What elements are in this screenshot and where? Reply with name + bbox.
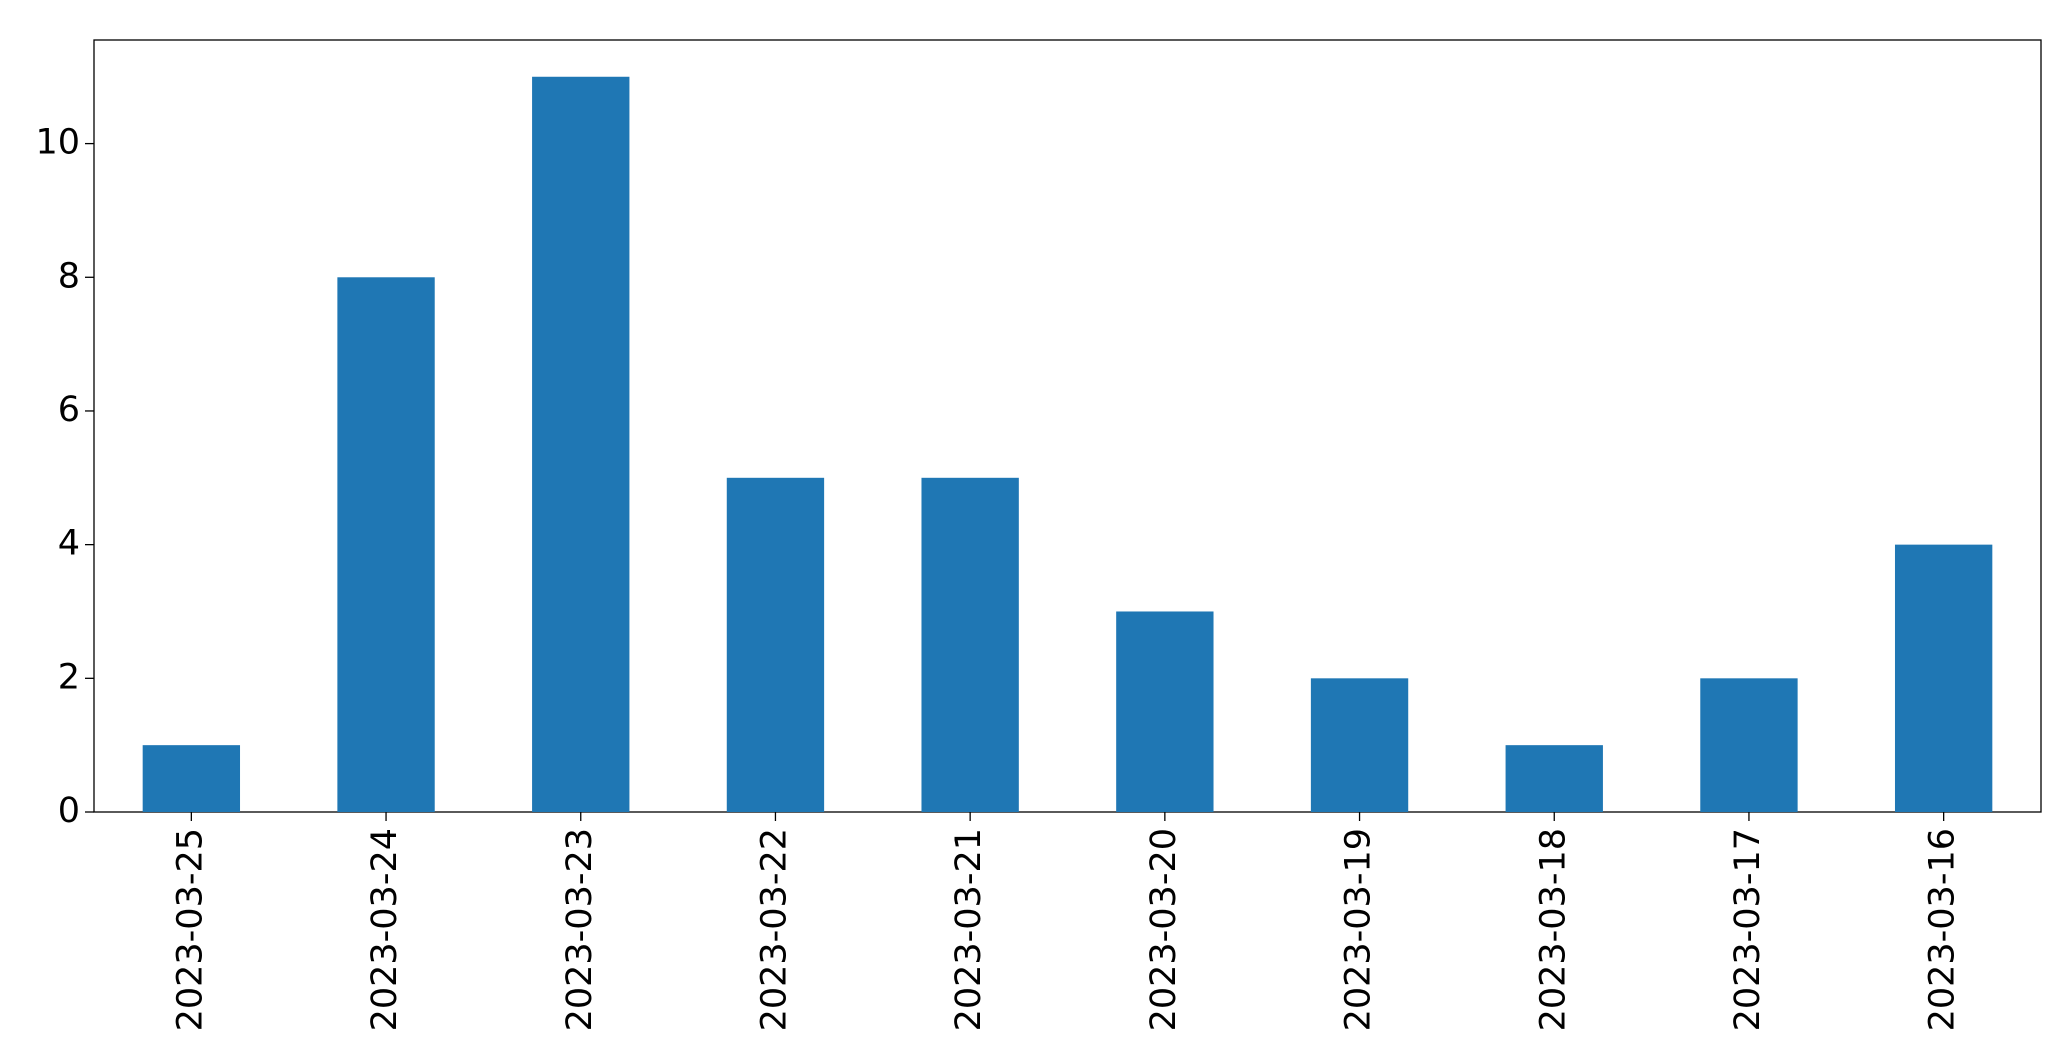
x-tick-label: 2023-03-16 [1923, 828, 1963, 1031]
bar [1700, 678, 1798, 812]
y-tick-label: 4 [58, 524, 80, 564]
x-tick-label: 2023-03-23 [560, 828, 600, 1031]
y-tick-label: 6 [58, 390, 80, 430]
x-tick-label: 2023-03-18 [1533, 828, 1573, 1031]
bar [142, 745, 241, 812]
x-tick-label: 2023-03-24 [365, 828, 405, 1031]
bar [337, 277, 435, 812]
y-tick-label: 2 [58, 657, 80, 697]
bar [726, 477, 825, 812]
bar [921, 477, 1019, 812]
x-tick-label: 2023-03-21 [949, 828, 989, 1031]
plot-frame [93, 39, 2042, 813]
y-tick-label: 10 [35, 123, 80, 163]
x-tick-label: 2023-03-25 [170, 828, 210, 1031]
y-tick-label: 8 [58, 256, 80, 296]
x-tick-label: 2023-03-20 [1144, 828, 1184, 1031]
x-tick-label: 2023-03-19 [1339, 828, 1379, 1031]
bar [1894, 544, 1993, 812]
bar [532, 76, 630, 812]
bar [1310, 678, 1409, 812]
y-tick-label: 0 [58, 791, 80, 831]
bar [1505, 745, 1603, 812]
bar [1116, 611, 1214, 812]
x-tick-label: 2023-03-22 [754, 828, 794, 1031]
x-tick-label: 2023-03-17 [1728, 828, 1768, 1031]
